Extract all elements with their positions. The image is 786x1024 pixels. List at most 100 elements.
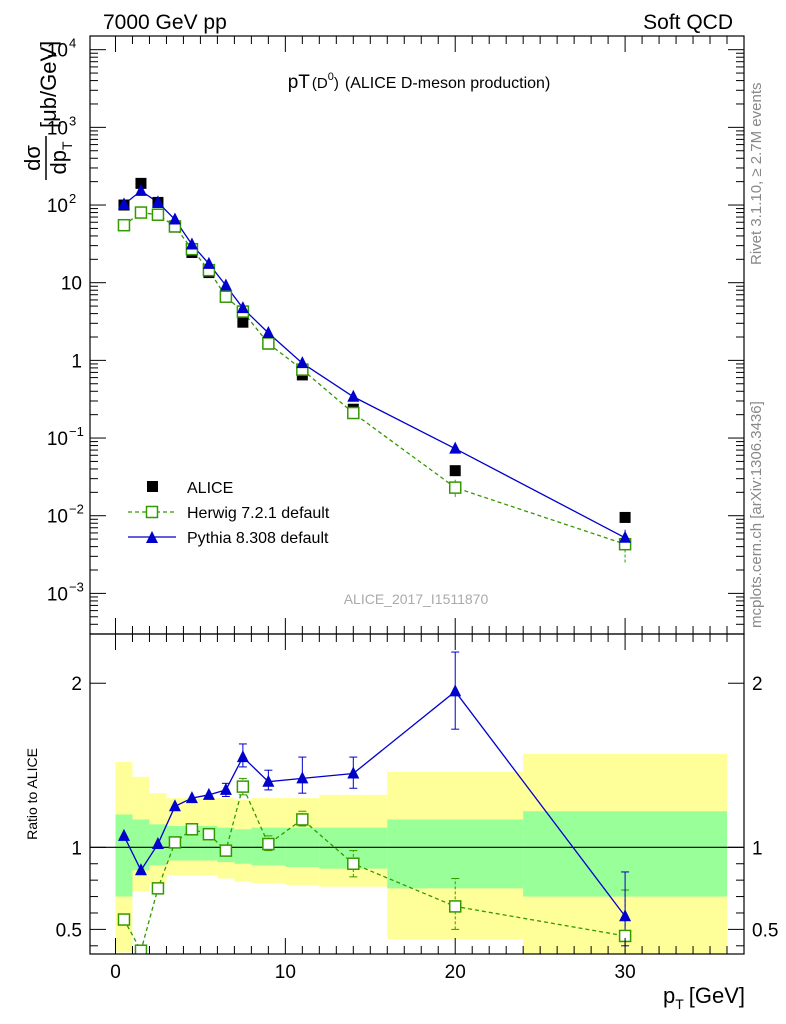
- pythia-point: [347, 389, 360, 402]
- legend-alice-marker: [147, 481, 158, 492]
- ratio-pythia-point: [236, 750, 249, 763]
- ratio-pythia-point: [296, 771, 309, 784]
- main-ytick-label-exp: −3: [69, 579, 84, 594]
- ratio-herwig-point: [347, 857, 360, 870]
- legend-pythia-marker: [146, 531, 158, 543]
- herwig-point: [117, 218, 131, 232]
- title-description: (ALICE D-meson production): [345, 75, 550, 92]
- pythia-point: [219, 278, 232, 291]
- pythia-point: [296, 356, 309, 369]
- ratio-pythia-point: [449, 684, 462, 697]
- legend-pythia-label: Pythia 8.308 default: [187, 530, 329, 547]
- pythia-point: [236, 301, 249, 314]
- main-ticks: [90, 36, 744, 635]
- ratio-band-inner: [234, 829, 252, 864]
- ratio-pythia-point: [219, 782, 232, 795]
- main-ytick-label: 10: [47, 507, 68, 528]
- alice-point: [135, 177, 147, 189]
- main-ytick-label: 10: [47, 196, 68, 217]
- xlabel-p: p: [663, 983, 675, 1008]
- legend: ALICE Herwig 7.2.1 default Pythia 8.308 …: [128, 480, 330, 547]
- ratio-pythia-point: [168, 799, 181, 812]
- alice-point: [237, 316, 249, 328]
- title-paren-open: (: [312, 75, 317, 92]
- herwig-point: [347, 406, 360, 420]
- ratio-herwig-point: [236, 780, 250, 793]
- pythia-point: [262, 326, 275, 339]
- title-paren-close: ): [334, 75, 339, 92]
- xlabel-unit: [GeV]: [689, 983, 745, 1008]
- pythia-point: [134, 183, 147, 196]
- xlabel-sub: T: [675, 996, 684, 1012]
- herwig-point: [151, 208, 165, 221]
- header-right: Soft QCD: [643, 11, 733, 34]
- pythia-point: [168, 212, 181, 225]
- xtick-label: 30: [615, 962, 636, 983]
- legend-herwig-marker: [145, 505, 159, 519]
- ratio-band-inner: [132, 819, 150, 871]
- pythia-point: [151, 195, 164, 208]
- main-ytick-label: 10: [47, 41, 68, 62]
- ratio-ytick-label-left: 2: [71, 674, 82, 695]
- pythia-point: [202, 256, 215, 269]
- main-ytick-label: 10: [61, 274, 82, 295]
- watermark: ALICE_2017_I1511870: [344, 591, 489, 607]
- ratio-panel: 0.5 0.5 1 1 2 2 0 10 20 30 Ratio to ALICE pT [GeV…: [24, 633, 778, 1012]
- main-ytick-label-exp: 3: [69, 113, 76, 128]
- ratio-pythia-point: [134, 863, 147, 876]
- main-ytick-label: 10: [47, 584, 68, 605]
- ylabel-sigma: σ: [20, 145, 45, 159]
- main-ylabel: dσ dpT [μb/GeV]: [20, 41, 75, 180]
- ylabel-unit: [μb/GeV]: [36, 41, 61, 128]
- ratio-ticks: [90, 634, 744, 954]
- ylabel-d2: dp: [46, 150, 71, 174]
- xtick-label: 0: [110, 962, 121, 983]
- pythia-point: [185, 237, 198, 250]
- ratio-pythia-point: [347, 766, 360, 779]
- ratio-ytick-label-left: 1: [71, 838, 82, 859]
- pythia-point: [117, 197, 130, 210]
- alice-point: [449, 465, 461, 477]
- xtick-label: 20: [445, 962, 466, 983]
- plot-title: pT (D0) (ALICE D-meson production): [288, 71, 551, 93]
- ratio-herwig-point: [151, 882, 165, 895]
- ratio-frame: [89, 633, 745, 955]
- ratio-pythia-point: [619, 909, 632, 922]
- main-ytick-label-exp: −1: [69, 424, 84, 439]
- ratio-ytick-label-right: 1: [752, 838, 763, 859]
- pythia-point: [619, 530, 632, 543]
- main-marks: [117, 177, 632, 563]
- ratio-herwig-point: [185, 823, 199, 836]
- ratio-herwig-point: [219, 844, 233, 857]
- legend-herwig-label: Herwig 7.2.1 default: [187, 505, 330, 522]
- ylabel-denominator: dpT: [46, 141, 75, 174]
- ratio-ylabel: Ratio to ALICE: [24, 748, 40, 840]
- main-ytick-label: 1: [71, 351, 82, 372]
- ylabel-d1: d: [20, 159, 45, 171]
- legend-alice-label: ALICE: [187, 480, 233, 497]
- herwig-point: [262, 337, 275, 350]
- ratio-pythia-point: [117, 828, 130, 841]
- herwig-point: [134, 206, 148, 219]
- title-superscript: 0: [328, 71, 334, 83]
- title-main: pT: [288, 72, 311, 93]
- title-symbol: D: [317, 75, 328, 92]
- main-ytick-label-exp: −2: [69, 502, 84, 517]
- xtick-label: 10: [275, 962, 296, 983]
- ratio-herwig-point: [134, 944, 148, 954]
- pythia-point: [449, 441, 462, 454]
- ratio-pythia-point: [262, 774, 275, 787]
- alice-point: [619, 511, 631, 523]
- ratio-ytick-label-right: 0.5: [752, 920, 778, 941]
- ratio-marks: [90, 651, 744, 954]
- herwig-point: [448, 481, 462, 494]
- ratio-clipped-group: [90, 651, 744, 954]
- ratio-band-inner: [115, 814, 133, 897]
- ratio-band-inner: [387, 819, 524, 889]
- mcplots-label: mcplots.cern.ch [arXiv:1306.3436]: [748, 401, 765, 628]
- rivet-label: Rivet 3.1.10, ≥ 2.7M events: [748, 83, 765, 266]
- ratio-herwig-point: [168, 836, 182, 849]
